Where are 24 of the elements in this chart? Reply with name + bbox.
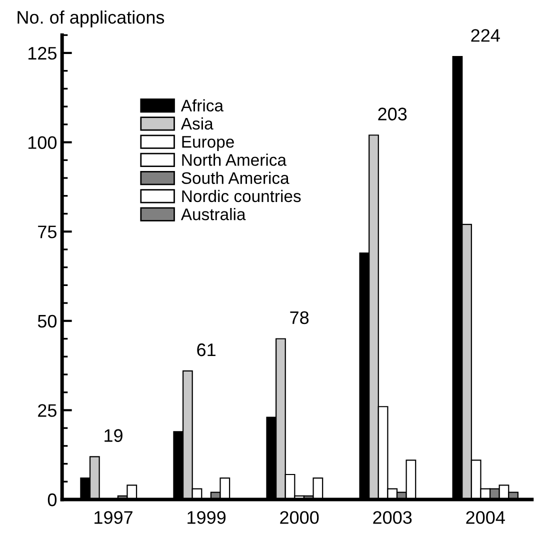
legend-label: South America [182, 172, 290, 184]
x-tick-label: 2004 [466, 511, 505, 524]
y-tick-label: 100 [28, 136, 57, 149]
y-tick-label: 25 [38, 404, 56, 417]
annotation: 224 [471, 29, 500, 42]
x-tick-label: 1997 [94, 511, 132, 524]
y-axis-title: No. of applications [18, 10, 164, 28]
annotation: 203 [378, 108, 407, 120]
legend-label: Australia [180, 208, 246, 220]
legend-label: Europe [182, 136, 234, 152]
y-tick-label: 50 [38, 314, 57, 328]
x-tick-label: 2000 [280, 511, 319, 524]
annotation: 61 [197, 343, 216, 356]
annotation: 78 [290, 311, 309, 324]
annotation: 19 [104, 429, 122, 442]
x-tick-label: 2003 [373, 511, 412, 524]
legend-label: Nordic countries [182, 190, 301, 202]
y-tick-label: 125 [28, 46, 56, 60]
y-tick-label: 75 [38, 226, 56, 238]
legend-label: North America [182, 154, 286, 166]
legend-label: Africa [180, 99, 224, 112]
legend-label: Asia [180, 117, 214, 130]
y-tick-label: 0 [48, 493, 57, 506]
x-tick-label: 1999 [188, 511, 226, 524]
